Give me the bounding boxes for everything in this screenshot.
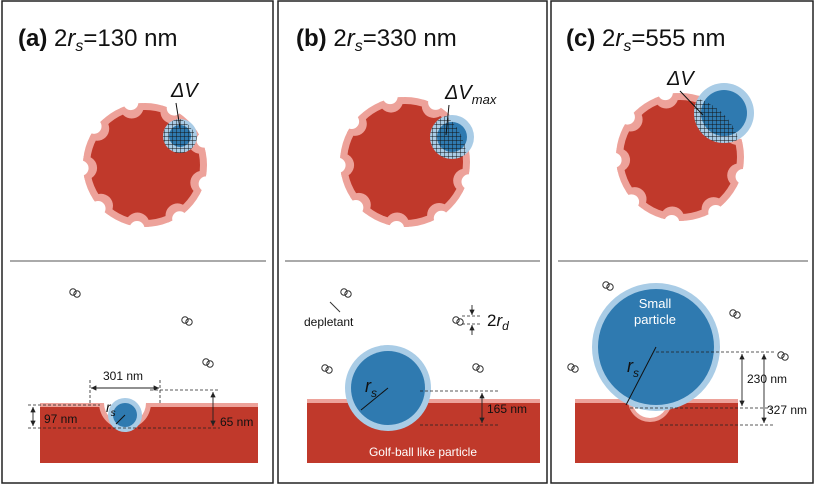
dimple [624, 194, 639, 209]
dimple [196, 133, 211, 148]
dimension-label: 301 nm [103, 369, 143, 383]
dimple [428, 95, 443, 110]
depletant [572, 366, 578, 372]
depletant [186, 319, 192, 325]
depletant [207, 361, 213, 367]
annotation: ΔVmax [444, 82, 497, 107]
panel-title: (a) 2rs=130 nm [18, 25, 177, 55]
depletant [322, 365, 328, 371]
dimple [620, 110, 635, 125]
depletant [477, 366, 483, 372]
dimension-label: 165 nm [487, 402, 527, 416]
dimple [129, 221, 144, 236]
depletant [182, 317, 188, 323]
dimple [331, 158, 346, 173]
dimension-label: 97 nm [44, 412, 77, 426]
annotation: ΔV [170, 80, 199, 102]
dimple [74, 161, 89, 176]
panel-title: (c) 2rs=555 nm [566, 25, 725, 55]
panel-title: (b) 2rs=330 nm [296, 25, 457, 55]
depletant-label: depletant [304, 315, 354, 329]
dimple [199, 176, 214, 191]
depletant [568, 364, 574, 370]
dimple [736, 169, 751, 184]
dimple [664, 215, 679, 230]
depletant [734, 312, 740, 318]
dimple [172, 211, 187, 226]
dimple [434, 211, 449, 226]
dimple [344, 114, 359, 129]
dimension-label: 230 nm [747, 372, 787, 386]
dimple [167, 101, 182, 116]
dimple [708, 205, 723, 220]
slab-label: Golf-ball like particle [369, 445, 477, 459]
dimple [348, 200, 363, 215]
figure: (a) 2rs=130 nm (b) 2rs=330 nm (c) 2rs=55… [0, 0, 815, 484]
dimple [383, 89, 398, 104]
depletant [74, 291, 80, 297]
depletant [453, 317, 459, 323]
depletant [778, 352, 784, 358]
annotation: ΔV [666, 68, 695, 90]
depletant [607, 284, 613, 290]
dimple [462, 174, 477, 189]
depletant [730, 310, 736, 316]
depletant-size: 2rd [487, 311, 509, 333]
depletant [70, 289, 76, 295]
dimension-label: 65 nm [220, 415, 253, 429]
depletant [782, 354, 788, 360]
dimple [607, 153, 622, 168]
dimple [91, 201, 106, 216]
dimension-label: 327 nm [767, 403, 807, 417]
depletant [473, 364, 479, 370]
depletant [341, 289, 347, 295]
depletant [203, 359, 209, 365]
depletant [345, 291, 351, 297]
dimple [123, 95, 138, 110]
depletant [603, 282, 609, 288]
drawing [28, 83, 788, 463]
depletant [326, 367, 332, 373]
dimple [389, 221, 404, 236]
dimple [87, 119, 102, 134]
leader [330, 302, 340, 312]
